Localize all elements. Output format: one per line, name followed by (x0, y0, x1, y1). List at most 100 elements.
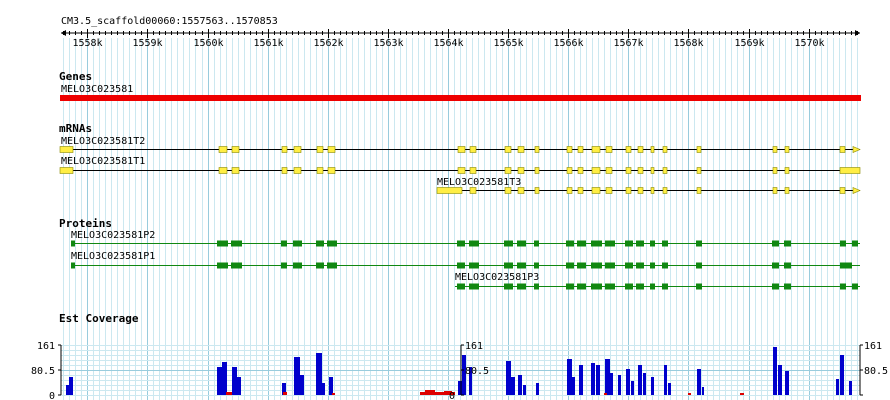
protein-exon[interactable] (591, 262, 602, 269)
coverage-peak[interactable] (469, 367, 472, 395)
mrna-exon[interactable] (218, 146, 228, 153)
protein-exon[interactable] (696, 283, 702, 290)
coverage-peak[interactable] (849, 381, 852, 395)
protein-exon[interactable] (566, 262, 574, 269)
coverage-peak[interactable] (536, 383, 539, 395)
mrna-exon[interactable] (327, 146, 336, 153)
mrna-exon[interactable] (504, 187, 512, 194)
coverage-peak[interactable] (523, 385, 526, 395)
protein-exon[interactable] (457, 283, 465, 290)
protein-exon[interactable] (469, 283, 479, 290)
coverage-peak[interactable] (66, 385, 69, 395)
protein-exon[interactable] (457, 240, 465, 247)
mrna-exon[interactable] (662, 167, 668, 174)
protein-exon[interactable] (605, 283, 615, 290)
proteins-track[interactable]: Proteins MELO3C023581P2 MELO3C023581P1 M… (59, 217, 860, 290)
protein-exon[interactable] (577, 283, 586, 290)
mrna-exon[interactable] (327, 167, 336, 174)
mrna-exon[interactable] (605, 146, 613, 153)
protein-exon[interactable] (327, 240, 337, 247)
mrna-exon[interactable] (696, 187, 702, 194)
protein-exon[interactable] (852, 240, 858, 247)
mrna-exon[interactable] (577, 167, 584, 174)
mrna-end-arrow-icon[interactable] (852, 187, 861, 194)
mrna-utr[interactable] (59, 146, 74, 153)
genes-track[interactable]: Genes MELO3C023581 (59, 70, 861, 101)
mrna-exon[interactable] (534, 167, 540, 174)
coverage-peak[interactable] (840, 355, 844, 395)
protein-exon[interactable] (772, 283, 779, 290)
protein-exon[interactable] (577, 262, 586, 269)
coverage-peak[interactable] (222, 362, 227, 395)
protein-exon[interactable] (772, 262, 779, 269)
coverage-peak[interactable] (506, 361, 511, 395)
mrna-exon[interactable] (625, 146, 632, 153)
coverage-peak[interactable] (591, 363, 595, 395)
mrna-exon[interactable] (469, 187, 477, 194)
protein-exon[interactable] (625, 240, 633, 247)
coverage-peak[interactable] (638, 365, 642, 395)
mrna-utr[interactable] (436, 187, 463, 194)
coverage-peak[interactable] (232, 367, 237, 395)
coverage-peak[interactable] (668, 383, 671, 395)
protein-exon[interactable] (534, 262, 539, 269)
mrna-exon[interactable] (591, 187, 601, 194)
protein-exon[interactable] (662, 283, 668, 290)
mrna-exon[interactable] (316, 167, 324, 174)
coverage-peak[interactable] (618, 375, 621, 395)
mrna-exon[interactable] (591, 167, 601, 174)
coverage-peak[interactable] (300, 375, 304, 395)
mrna-exon[interactable] (784, 187, 790, 194)
protein-exon[interactable] (784, 283, 791, 290)
protein-exon[interactable] (696, 240, 702, 247)
mrna-exon[interactable] (293, 167, 302, 174)
protein-exon[interactable] (840, 262, 852, 269)
mrna-utr[interactable] (839, 167, 861, 174)
mrna-row-t1[interactable] (59, 167, 861, 174)
coverage-peak[interactable] (626, 369, 630, 395)
coverage-peak[interactable] (294, 357, 300, 395)
protein-row-p3[interactable] (455, 283, 860, 290)
mrna-exon[interactable] (534, 187, 540, 194)
coverage-peak[interactable] (631, 381, 634, 395)
mrna-exon[interactable] (231, 167, 240, 174)
coverage-peak[interactable] (697, 369, 701, 395)
mrna-exon[interactable] (457, 167, 466, 174)
mrna-exon[interactable] (577, 146, 584, 153)
coverage-peak[interactable] (322, 383, 325, 395)
coverage-histogram[interactable] (66, 347, 852, 395)
protein-exon[interactable] (852, 283, 858, 290)
mrna-exon[interactable] (534, 146, 540, 153)
protein-exon[interactable] (636, 240, 644, 247)
coverage-peak[interactable] (702, 387, 704, 395)
mrna-exon[interactable] (504, 167, 512, 174)
mrna-exon[interactable] (696, 167, 702, 174)
protein-exon[interactable] (293, 240, 302, 247)
coverage-peak[interactable] (664, 365, 667, 395)
mrna-exon[interactable] (784, 167, 790, 174)
protein-exon[interactable] (591, 283, 602, 290)
coverage-peak[interactable] (462, 355, 466, 395)
protein-exon[interactable] (650, 283, 655, 290)
protein-exon[interactable] (662, 240, 668, 247)
mrnas-track[interactable]: mRNAs MELO3C023581T2 MELO3C023581T1 MELO… (59, 122, 861, 194)
protein-exon[interactable] (696, 262, 702, 269)
mrna-row-t2[interactable] (59, 146, 861, 153)
mrna-exon[interactable] (566, 167, 573, 174)
mrna-exon[interactable] (625, 167, 632, 174)
protein-exon[interactable] (591, 240, 602, 247)
mrna-exon[interactable] (839, 146, 846, 153)
mrna-exon[interactable] (772, 167, 778, 174)
protein-exon[interactable] (316, 262, 324, 269)
protein-exon[interactable] (71, 262, 75, 269)
protein-exon[interactable] (636, 283, 644, 290)
mrna-exon[interactable] (218, 167, 228, 174)
mrna-exon[interactable] (517, 146, 525, 153)
coverage-peak[interactable] (610, 373, 613, 395)
coverage-peak[interactable] (458, 381, 462, 395)
protein-exon[interactable] (784, 240, 791, 247)
mrna-exon[interactable] (591, 146, 601, 153)
protein-exon[interactable] (566, 240, 574, 247)
mrna-end-arrow-icon[interactable] (852, 146, 861, 153)
protein-exon[interactable] (504, 240, 513, 247)
